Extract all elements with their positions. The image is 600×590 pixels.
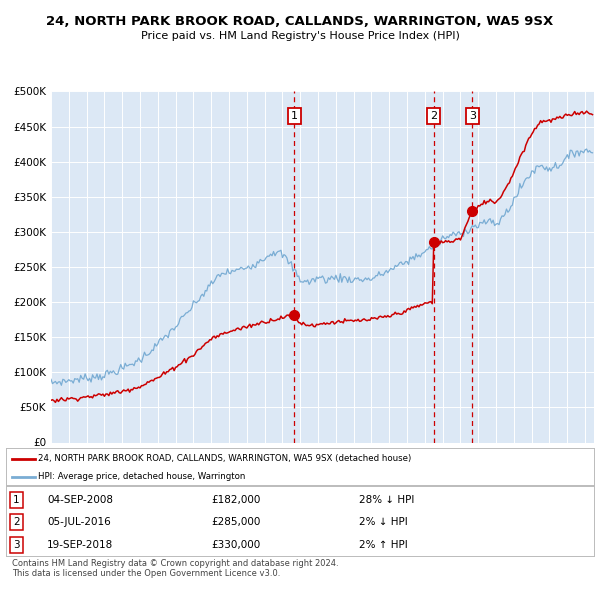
Text: £285,000: £285,000 <box>212 517 261 527</box>
Text: 04-SEP-2008: 04-SEP-2008 <box>47 495 113 505</box>
Text: Contains HM Land Registry data © Crown copyright and database right 2024.
This d: Contains HM Land Registry data © Crown c… <box>12 559 338 578</box>
Text: 19-SEP-2018: 19-SEP-2018 <box>47 540 113 550</box>
Text: 24, NORTH PARK BROOK ROAD, CALLANDS, WARRINGTON, WA5 9SX (detached house): 24, NORTH PARK BROOK ROAD, CALLANDS, WAR… <box>38 454 412 463</box>
Text: 3: 3 <box>13 540 20 550</box>
Text: Price paid vs. HM Land Registry's House Price Index (HPI): Price paid vs. HM Land Registry's House … <box>140 31 460 41</box>
Text: 2% ↑ HPI: 2% ↑ HPI <box>359 540 407 550</box>
Text: 2: 2 <box>430 111 437 121</box>
Text: 28% ↓ HPI: 28% ↓ HPI <box>359 495 414 505</box>
Text: 05-JUL-2016: 05-JUL-2016 <box>47 517 111 527</box>
Text: £330,000: £330,000 <box>212 540 261 550</box>
Text: 1: 1 <box>13 495 20 505</box>
Text: 2% ↓ HPI: 2% ↓ HPI <box>359 517 407 527</box>
Text: £182,000: £182,000 <box>212 495 261 505</box>
Text: 24, NORTH PARK BROOK ROAD, CALLANDS, WARRINGTON, WA5 9SX: 24, NORTH PARK BROOK ROAD, CALLANDS, WAR… <box>46 15 554 28</box>
Text: 3: 3 <box>469 111 476 121</box>
Text: 1: 1 <box>291 111 298 121</box>
Text: 2: 2 <box>13 517 20 527</box>
Text: HPI: Average price, detached house, Warrington: HPI: Average price, detached house, Warr… <box>38 473 246 481</box>
